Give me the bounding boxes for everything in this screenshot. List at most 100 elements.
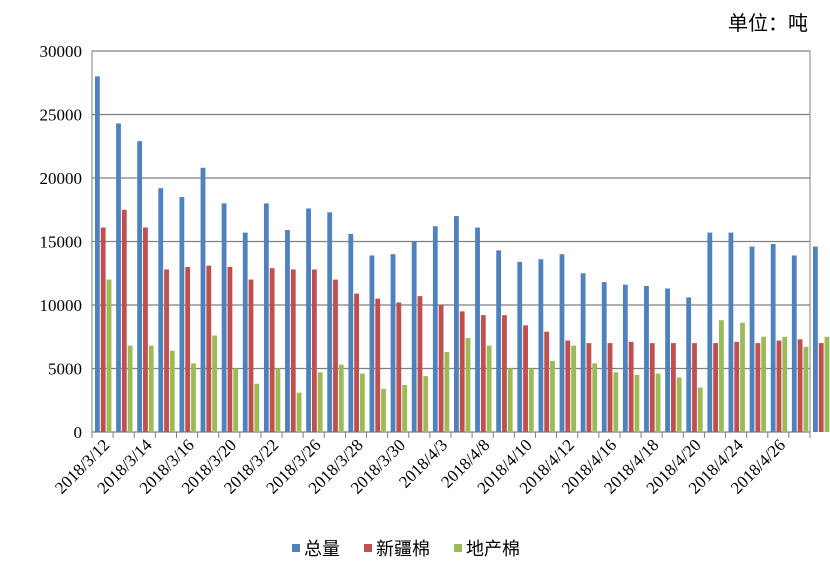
bar [824, 336, 830, 432]
bar [818, 343, 824, 432]
bar [327, 212, 333, 432]
bar [565, 340, 571, 432]
y-tick-label: 25000 [40, 106, 83, 125]
bar [127, 345, 133, 432]
bar [221, 203, 227, 432]
bar [496, 250, 502, 432]
bar [158, 188, 164, 432]
bar [354, 293, 360, 432]
legend-swatch [454, 544, 462, 552]
bar [480, 315, 486, 432]
bar [686, 297, 692, 432]
bar [296, 392, 302, 432]
bar [571, 345, 576, 432]
bar [454, 216, 459, 432]
bar [169, 350, 175, 432]
legend-label: 新疆棉 [376, 539, 430, 560]
bar [333, 279, 338, 432]
unit-label: 单位：吨 [728, 11, 808, 35]
bar [670, 343, 676, 432]
bar [233, 368, 239, 432]
bar [734, 341, 740, 432]
bar [137, 141, 143, 433]
bar [106, 279, 112, 432]
bar [580, 273, 586, 432]
bar [607, 343, 613, 432]
bar [634, 374, 640, 432]
bar [755, 343, 761, 432]
bar [592, 363, 598, 432]
bar [269, 268, 275, 432]
bar [143, 227, 148, 432]
bar [517, 261, 523, 432]
bar [559, 254, 565, 432]
bar [665, 288, 670, 432]
bar [713, 343, 719, 432]
bar [164, 269, 169, 432]
y-tick-label: 0 [74, 423, 83, 442]
bar [381, 388, 386, 432]
bar [697, 387, 703, 432]
bar [417, 296, 423, 432]
bar [121, 209, 127, 432]
bar [655, 373, 661, 432]
bar [749, 246, 755, 432]
bar [212, 335, 217, 432]
bar [444, 351, 450, 432]
bar [306, 208, 311, 432]
bar [360, 373, 365, 432]
bar [390, 254, 396, 432]
bar [317, 372, 323, 432]
bar [432, 226, 438, 432]
bar [707, 232, 713, 432]
bar [528, 368, 534, 432]
bar [179, 197, 185, 432]
y-tick-label: 15000 [40, 233, 83, 252]
bar [148, 345, 154, 432]
y-tick-label: 30000 [40, 42, 83, 61]
bar [290, 269, 296, 432]
bar [465, 338, 471, 432]
bar [628, 341, 634, 432]
y-tick-label: 5000 [48, 360, 82, 379]
bar [95, 76, 100, 433]
bar [782, 336, 788, 432]
bar [459, 311, 465, 432]
bar [242, 232, 248, 432]
bar [227, 266, 233, 432]
bar [411, 241, 417, 432]
bar [402, 385, 408, 432]
bar [544, 331, 550, 432]
bar [550, 360, 555, 432]
bar [275, 368, 281, 432]
bar [740, 322, 745, 432]
bar [396, 302, 402, 432]
bar [338, 364, 344, 432]
y-tick-label: 20000 [40, 169, 83, 188]
bar [348, 233, 354, 432]
bar [776, 340, 782, 432]
y-tick-label: 10000 [40, 296, 83, 315]
bar [507, 368, 513, 432]
bar [369, 255, 375, 432]
bar [813, 246, 818, 432]
bar [200, 167, 206, 432]
bar [601, 282, 607, 432]
bar [263, 203, 269, 432]
bar [438, 305, 444, 432]
bar [523, 325, 528, 432]
bar [475, 227, 480, 432]
bar [311, 269, 317, 432]
bar [728, 232, 734, 432]
bar [116, 123, 121, 432]
bar [191, 363, 196, 432]
bar [185, 266, 191, 432]
bar [538, 259, 544, 432]
bar [502, 315, 507, 432]
bar [586, 343, 592, 432]
legend-label: 地产棉 [466, 539, 520, 560]
bar [248, 279, 254, 432]
bar [770, 244, 776, 432]
bar [285, 230, 290, 432]
